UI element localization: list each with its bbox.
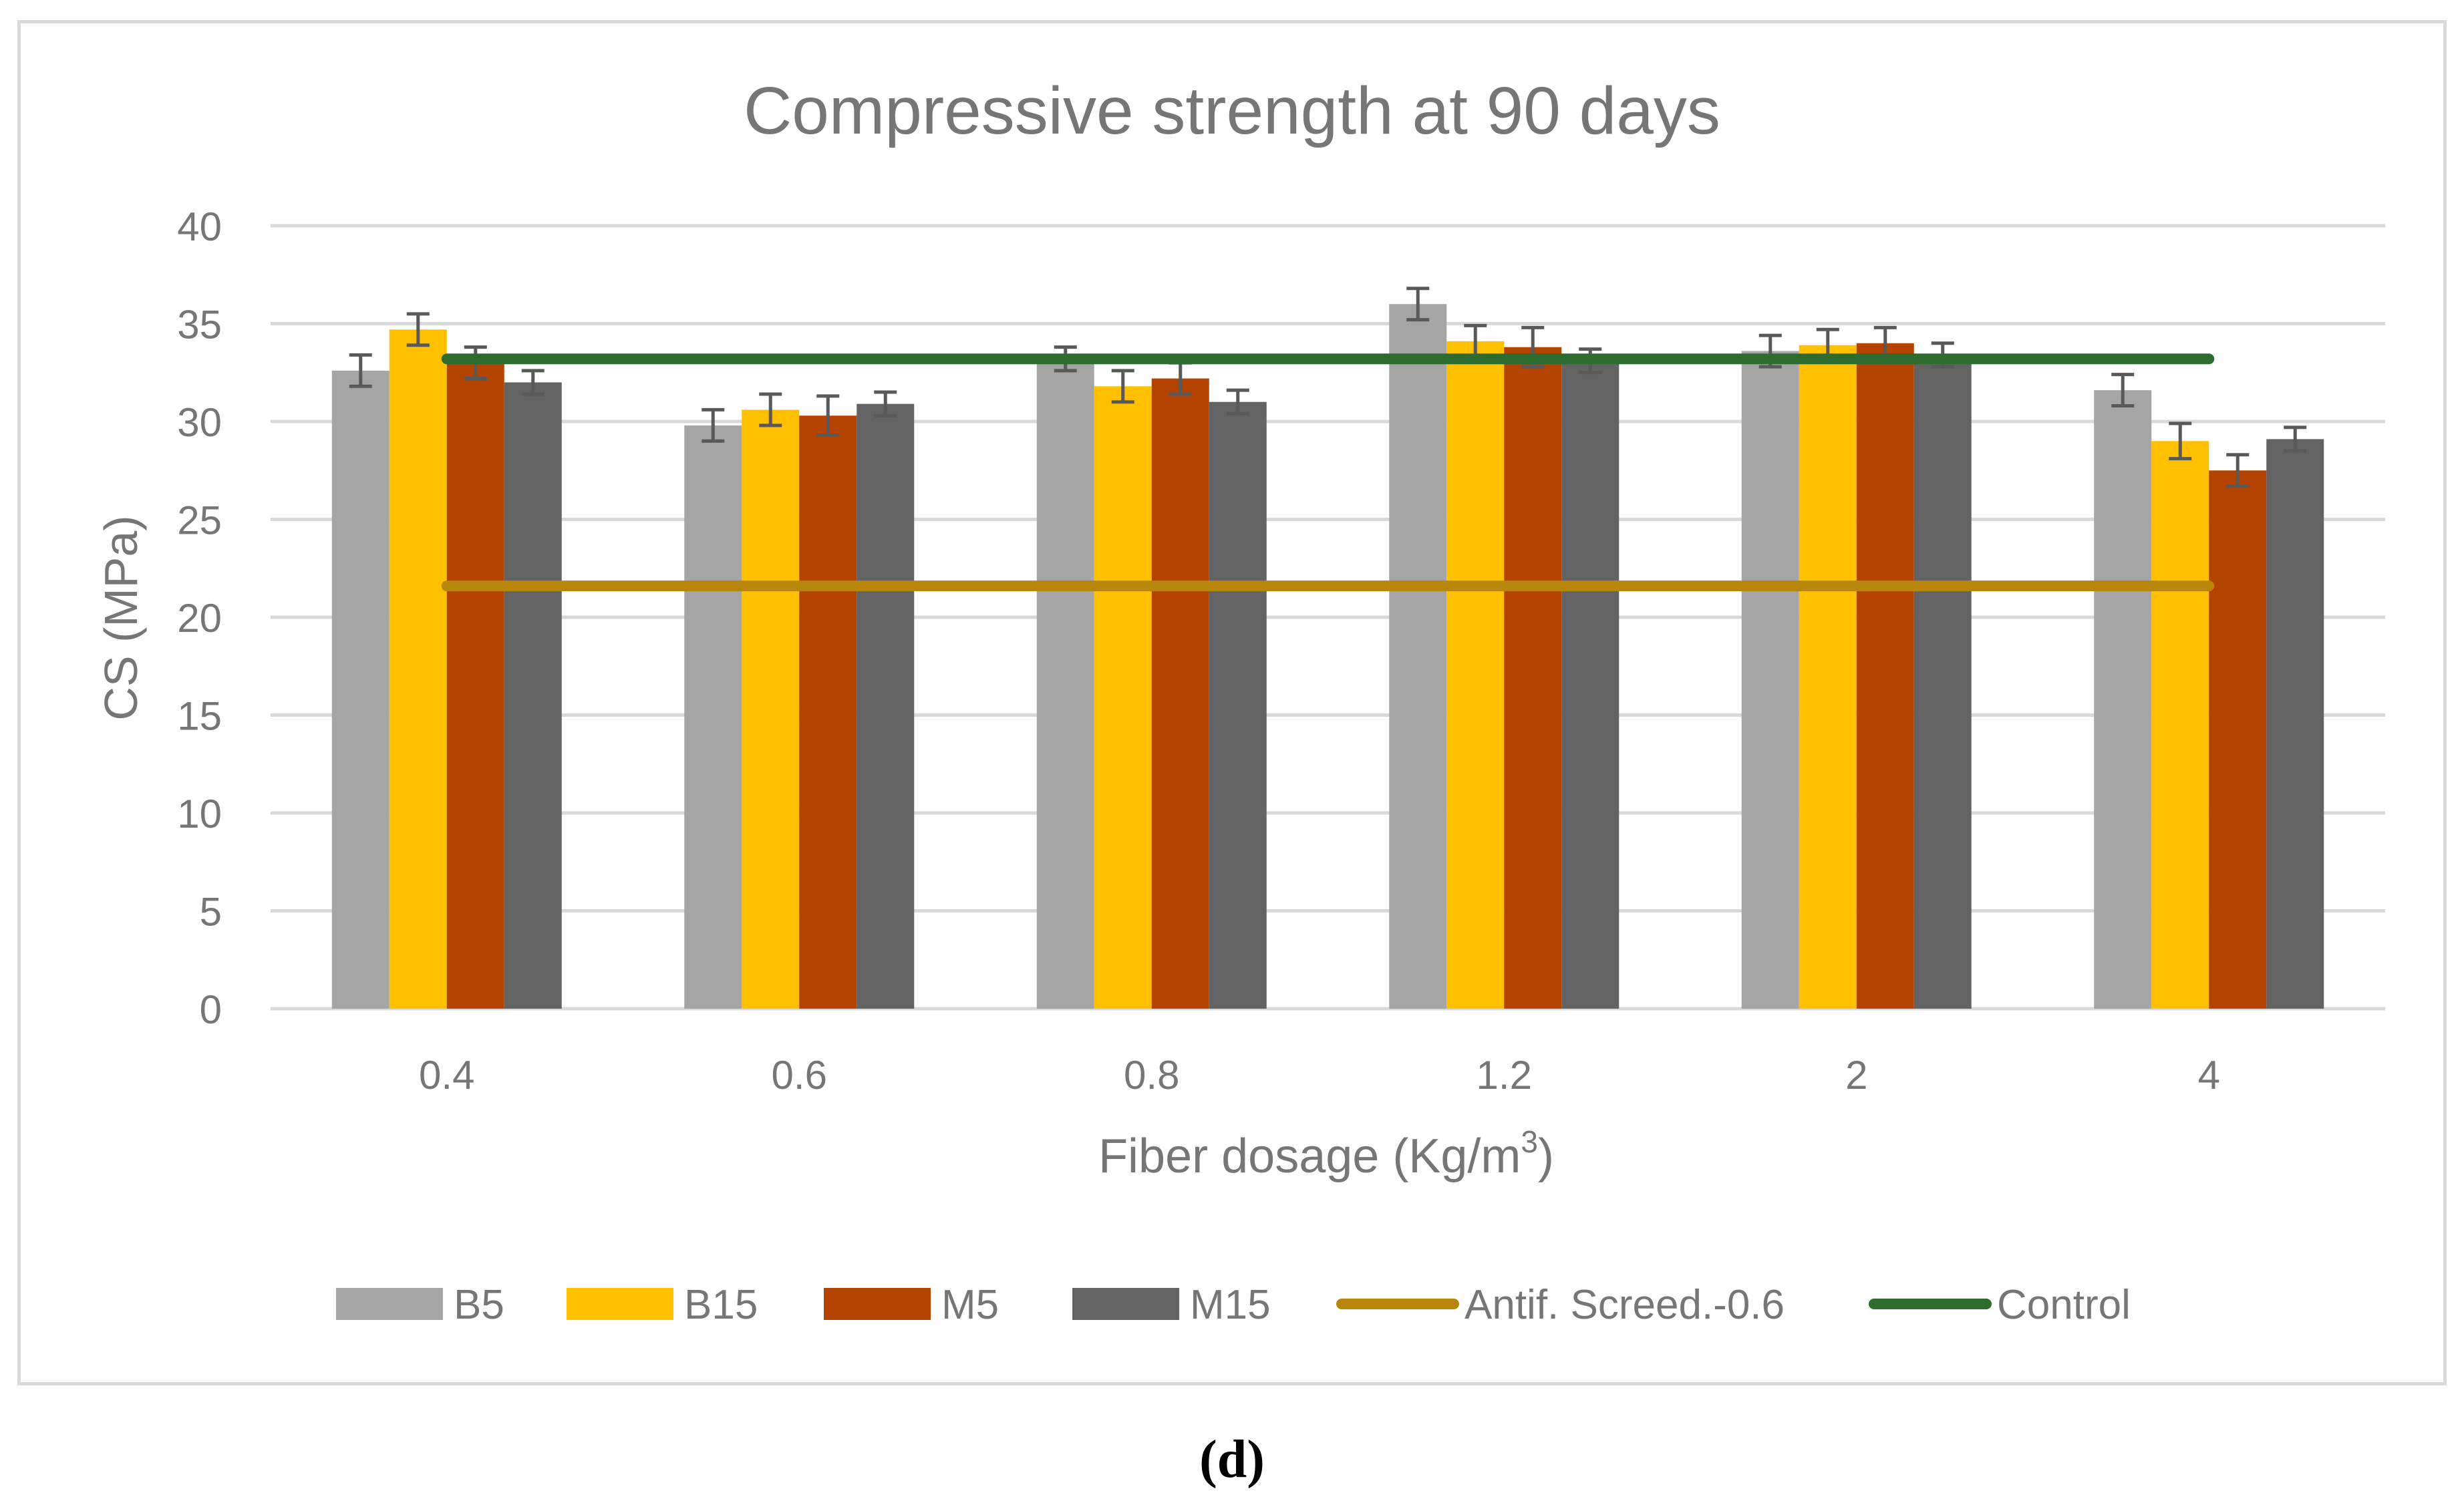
x-tick-label: 1.2 xyxy=(1477,1053,1532,1098)
legend-swatch-m5 xyxy=(824,1288,931,1320)
bar-m15-0.4 xyxy=(504,382,562,1009)
bar-b15-2 xyxy=(1799,345,1857,1009)
bar-m5-2 xyxy=(1856,343,1914,1009)
y-tick-label: 25 xyxy=(177,498,222,543)
bar-m5-0.6 xyxy=(799,415,857,1009)
x-axis-label-suffix: ) xyxy=(1538,1130,1554,1183)
legend-label: M5 xyxy=(941,1282,999,1328)
bar-m5-0.8 xyxy=(1151,378,1209,1009)
tick-labels: 0 5 10 15 20 25 30 35 40 0.4 0.6 0.8 1.2 2 4 xyxy=(177,204,2220,1098)
bar-b5-1.2 xyxy=(1389,304,1447,1009)
y-tick-label: 40 xyxy=(177,204,222,249)
panel-label: (d) xyxy=(1199,1430,1265,1489)
bar-b15-0.6 xyxy=(742,409,800,1009)
bar-m15-2 xyxy=(1913,355,1972,1009)
bars xyxy=(331,304,2324,1009)
bar-m5-1.2 xyxy=(1504,347,1562,1009)
bar-m15-0.8 xyxy=(1209,401,1267,1009)
bar-b5-0.8 xyxy=(1036,359,1094,1009)
error-bars xyxy=(349,287,2307,488)
x-axis-label-sup: 3 xyxy=(1521,1124,1538,1159)
x-axis-label-text: Fiber dosage (Kg/m xyxy=(1098,1130,1521,1183)
x-tick-label: 0.6 xyxy=(772,1053,827,1098)
legend-label: B15 xyxy=(684,1282,758,1328)
bar-b5-0.4 xyxy=(331,370,390,1009)
x-axis-label: Fiber dosage (Kg/m3) xyxy=(1098,1124,1554,1183)
legend: B5 B15 M5 M15 Antif. Screed.-0.6 Control xyxy=(336,1282,2131,1328)
x-tick-label: 0.8 xyxy=(1124,1053,1179,1098)
legend-swatch-b5 xyxy=(336,1288,443,1320)
y-tick-label: 30 xyxy=(177,400,222,445)
legend-swatch-m15 xyxy=(1072,1288,1179,1320)
bar-m15-0.6 xyxy=(857,403,915,1009)
bar-m15-1.2 xyxy=(1561,361,1620,1009)
x-tick-label: 0.4 xyxy=(419,1053,474,1098)
legend-label: Control xyxy=(1997,1282,2131,1328)
x-tick-label: 4 xyxy=(2198,1053,2220,1098)
y-tick-label: 20 xyxy=(177,596,222,641)
bar-m15-4 xyxy=(2266,439,2324,1009)
legend-label: B5 xyxy=(454,1282,504,1328)
y-axis-label: CS (MPa) xyxy=(95,515,147,720)
bar-b5-2 xyxy=(1741,351,1799,1009)
reference-lines xyxy=(441,353,2215,592)
chart-title: Compressive strength at 90 days xyxy=(744,73,1720,148)
y-tick-label: 0 xyxy=(200,987,222,1032)
y-tick-label: 10 xyxy=(177,792,222,836)
y-tick-label: 15 xyxy=(177,694,222,739)
legend-label: Antif. Screed.-0.6 xyxy=(1465,1282,1785,1328)
bar-m5-0.4 xyxy=(446,363,504,1009)
bar-b15-1.2 xyxy=(1446,341,1505,1009)
y-tick-label: 5 xyxy=(200,890,222,935)
legend-swatch-b15 xyxy=(567,1288,673,1320)
bar-b5-0.6 xyxy=(684,425,742,1009)
legend-label: M15 xyxy=(1190,1282,1271,1328)
gridlines xyxy=(271,224,2385,1011)
bar-m5-4 xyxy=(2209,470,2267,1009)
y-tick-label: 35 xyxy=(177,303,222,347)
x-tick-label: 2 xyxy=(1845,1053,1867,1098)
bar-b15-4 xyxy=(2151,441,2209,1009)
bar-b15-0.8 xyxy=(1094,386,1152,1009)
bar-b15-0.4 xyxy=(389,329,447,1009)
bar-b5-4 xyxy=(2094,390,2152,1009)
